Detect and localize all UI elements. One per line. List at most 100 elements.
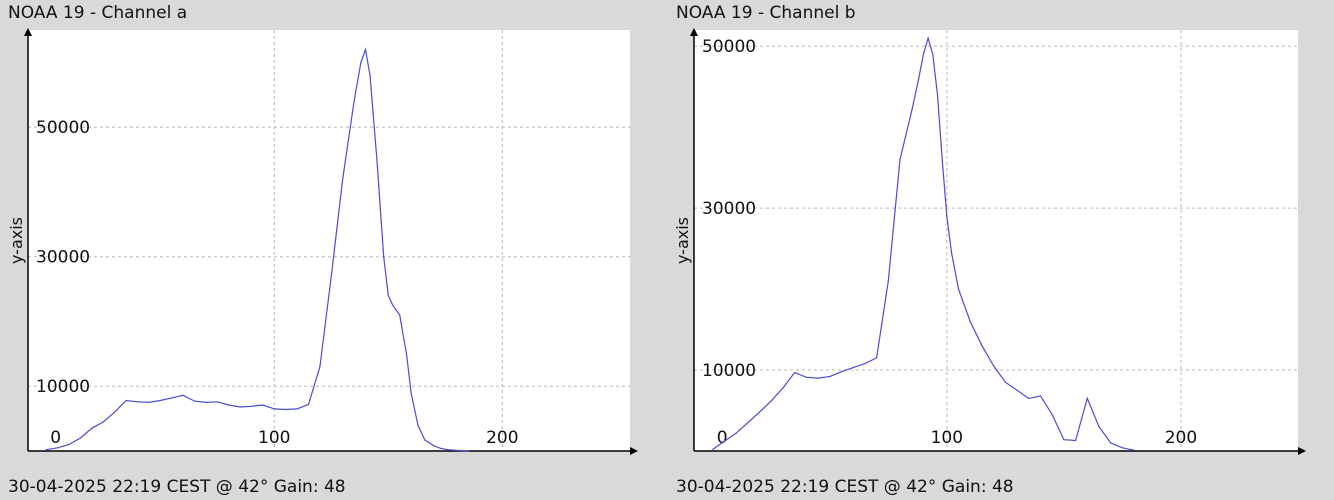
data-point: [273, 408, 275, 410]
series-line: [46, 47, 469, 452]
data-point: [932, 53, 934, 55]
data-point: [918, 77, 920, 80]
data-point: [387, 294, 389, 297]
data-point: [950, 252, 953, 254]
y-tick-label: 10000: [702, 361, 756, 381]
data-point: [136, 401, 139, 403]
x-axis-arrow: [1298, 447, 1306, 455]
y-axis-arrow: [690, 28, 698, 36]
x-axis-arrow: [630, 447, 638, 455]
data-point: [969, 320, 971, 323]
x-tick-label: 100: [258, 428, 290, 448]
data-point: [1133, 449, 1135, 451]
data-point: [91, 427, 93, 429]
data-point: [817, 377, 819, 379]
data-point: [45, 449, 47, 451]
y-tick-label: 30000: [702, 199, 756, 219]
data-point: [864, 362, 866, 365]
data-point: [927, 37, 929, 39]
data-point: [364, 48, 367, 51]
x-tick-label: 200: [486, 428, 518, 448]
data-point: [770, 400, 772, 402]
y-axis-title: y-axis: [673, 217, 692, 264]
data-point: [319, 366, 321, 368]
channel-b-title: NOAA 19 - Channel b: [676, 3, 856, 23]
plot-area: [694, 30, 1298, 451]
data-point: [936, 94, 939, 96]
y-tick-label: 10000: [36, 377, 90, 397]
data-point: [1028, 397, 1030, 399]
data-point: [205, 401, 207, 404]
data-point: [405, 353, 408, 355]
data-point: [342, 178, 344, 180]
data-point: [433, 445, 435, 447]
x-tick-label: 0: [717, 428, 728, 448]
data-point: [446, 449, 449, 451]
data-point: [941, 158, 943, 161]
data-point: [102, 421, 104, 423]
data-point: [735, 432, 737, 434]
data-point: [330, 275, 332, 277]
data-point: [794, 371, 796, 374]
data-point: [239, 406, 241, 408]
plot-area: [28, 30, 630, 451]
series-line: [712, 35, 1135, 451]
data-point: [1004, 381, 1006, 383]
data-point: [57, 447, 59, 449]
data-point: [462, 450, 465, 452]
data-point: [216, 401, 218, 403]
y-axis-arrow: [24, 28, 32, 36]
data-point: [876, 357, 878, 359]
data-point: [1063, 439, 1065, 441]
y-tick-label: 30000: [36, 248, 90, 268]
data-point: [456, 449, 458, 451]
data-point: [1074, 439, 1077, 442]
data-point: [399, 314, 401, 316]
data-point: [360, 61, 362, 63]
data-point: [981, 345, 983, 347]
data-point: [1086, 397, 1088, 399]
data-point: [852, 367, 854, 369]
data-point: [285, 408, 287, 411]
x-tick-label: 0: [50, 428, 61, 448]
data-point: [353, 100, 355, 102]
data-point: [840, 371, 843, 373]
data-point: [957, 288, 960, 290]
channel-a-chart: 0 100 200 10000 30000 50000 y-axis: [7, 28, 638, 455]
data-point: [307, 403, 310, 405]
data-point: [125, 399, 127, 402]
data-point: [417, 424, 419, 426]
data-point: [712, 448, 714, 450]
data-point: [182, 394, 184, 396]
channel-b-chart: 0 100 200 10000 30000 50000 y-axis: [673, 28, 1306, 455]
data-point: [829, 375, 831, 378]
data-point: [376, 158, 378, 161]
data-point: [899, 158, 901, 161]
data-point: [410, 392, 412, 394]
data-point: [171, 397, 173, 399]
x-tick-label: 100: [931, 428, 963, 448]
channel-b-panel: NOAA 19 - Channel b 0 100 200 10000 30000 500…: [668, 0, 1308, 500]
data-point: [758, 411, 761, 413]
channel-b-footer: 30-04-2025 22:19 CEST @ 42° Gain: 48: [676, 477, 1014, 497]
data-point: [467, 450, 469, 452]
data-point: [262, 404, 264, 406]
data-point: [1098, 426, 1100, 428]
data-point: [424, 439, 426, 441]
x-tick-label: 200: [1165, 428, 1197, 448]
data-point: [193, 400, 196, 402]
data-point: [911, 110, 913, 112]
channel-a-footer: 30-04-2025 22:19 CEST @ 42° Gain: 48: [8, 477, 346, 497]
data-point: [250, 405, 253, 407]
data-point: [1121, 447, 1124, 449]
data-point: [383, 256, 385, 258]
data-point: [159, 399, 161, 402]
data-point: [887, 280, 889, 282]
y-tick-label: 50000: [36, 118, 90, 138]
y-axis-title: y-axis: [7, 217, 26, 264]
data-point: [993, 365, 995, 367]
data-point: [228, 404, 230, 406]
data-point: [392, 304, 394, 306]
data-point: [1110, 442, 1112, 444]
data-point: [68, 443, 70, 446]
